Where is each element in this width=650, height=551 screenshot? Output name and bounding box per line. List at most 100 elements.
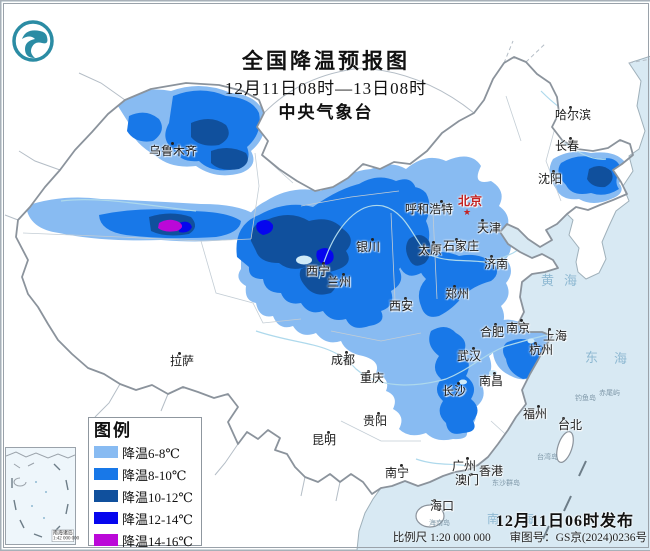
city-dot bbox=[493, 372, 496, 375]
legend-item: 降温10-12℃ bbox=[94, 485, 201, 507]
island-label: 海南岛 bbox=[429, 519, 450, 527]
city-label: 长沙 bbox=[441, 384, 467, 398]
inset-scale: 1:42 000 000 bbox=[52, 535, 80, 541]
legend-title: 图例 bbox=[94, 421, 132, 440]
capital-star-icon: ★ bbox=[463, 207, 472, 217]
legend-label: 降温12-14℃ bbox=[122, 511, 193, 527]
page-title: 全国降温预报图 bbox=[242, 49, 410, 73]
city-label: 昆明 bbox=[311, 433, 337, 447]
city-dot bbox=[322, 262, 325, 265]
islands bbox=[415, 431, 574, 528]
south-china-sea-inset: 南海诸岛 1:42 000 000 bbox=[5, 447, 80, 545]
city-dot bbox=[432, 241, 435, 244]
sea-label: 黄 bbox=[541, 273, 555, 288]
legend-item: 降温14-16℃ bbox=[94, 529, 201, 550]
city-label: 石家庄 bbox=[442, 239, 480, 253]
city-label: 合肥 bbox=[479, 325, 505, 339]
scale-label: 比例尺 1:20 000 000 bbox=[392, 532, 491, 544]
dash-line bbox=[542, 460, 587, 540]
city-dot bbox=[470, 473, 473, 476]
neighbor-borders bbox=[4, 40, 650, 502]
city-dot bbox=[562, 417, 565, 420]
inset-name: 南海诸岛 bbox=[52, 530, 73, 536]
city-dot bbox=[171, 142, 174, 145]
sea-label: 南 bbox=[487, 512, 500, 526]
map-scale-line: 比例尺 1:20 000 000 审图号：GS京(2024)0236号 bbox=[393, 529, 647, 545]
legend-item: 降温6-8℃ bbox=[94, 441, 201, 463]
city-dot bbox=[520, 319, 523, 322]
cma-logo-icon bbox=[12, 20, 54, 62]
legend-box: 图例 降温6-8℃ 降温8-10℃ 降温10-12℃ 降温12-14℃ 降温14-16℃ bbox=[88, 417, 202, 549]
island-label: 东沙群岛 bbox=[492, 479, 520, 487]
city-label: 天津 bbox=[476, 221, 502, 235]
city-dot bbox=[367, 370, 370, 373]
city-label: 长春 bbox=[554, 139, 580, 153]
city-dot bbox=[178, 352, 181, 355]
city-label: 西安 bbox=[388, 299, 414, 313]
sea-label: 海 bbox=[614, 351, 628, 366]
city-dot bbox=[457, 382, 460, 385]
city-dot bbox=[490, 255, 493, 258]
legend-swatch bbox=[94, 512, 118, 524]
city-dot bbox=[371, 238, 374, 241]
city-label: 南京 bbox=[505, 321, 531, 335]
city-dot bbox=[569, 106, 572, 109]
island-label: 赤尾屿 bbox=[599, 389, 620, 397]
city-label: 乌鲁木齐 bbox=[148, 144, 198, 158]
rivers bbox=[60, 90, 607, 467]
city-label: 贵阳 bbox=[362, 414, 388, 428]
city-dot bbox=[433, 499, 436, 502]
sea-label: 东 bbox=[585, 350, 599, 365]
city-dot bbox=[455, 238, 458, 241]
city-dot bbox=[481, 466, 484, 469]
city-label: 台北 bbox=[557, 418, 583, 432]
island-label: 钓鱼岛 bbox=[575, 394, 596, 402]
legend-swatch bbox=[94, 490, 118, 502]
legend-swatch bbox=[94, 446, 118, 458]
city-dot bbox=[552, 170, 555, 173]
city-dot bbox=[548, 328, 551, 331]
city-label: 武汉 bbox=[456, 349, 482, 363]
legend-label: 降温10-12℃ bbox=[122, 489, 193, 505]
city-dot bbox=[569, 137, 572, 140]
city-dot bbox=[345, 351, 348, 354]
city-label: 广州 bbox=[451, 459, 477, 473]
release-time: 12月11日06时发布 bbox=[495, 513, 634, 530]
city-dot bbox=[494, 323, 497, 326]
china-boundary bbox=[15, 56, 634, 495]
legend-item: 降温8-10℃ bbox=[94, 463, 201, 485]
city-label: 济南 bbox=[483, 257, 509, 271]
city-dot bbox=[537, 405, 540, 408]
city-label: 香港 bbox=[478, 464, 504, 478]
forecast-period: 12月11日08时—13日08时 bbox=[224, 79, 428, 98]
city-dot bbox=[327, 431, 330, 434]
city-dot bbox=[377, 412, 380, 415]
agency-name: 中央气象台 bbox=[278, 103, 374, 122]
city-dot bbox=[453, 285, 456, 288]
legend-label: 降温8-10℃ bbox=[122, 467, 187, 483]
city-label: 沈阳 bbox=[537, 172, 563, 186]
city-label: 福州 bbox=[522, 407, 548, 421]
city-dot bbox=[400, 464, 403, 467]
approval-number: 审图号：GS京(2024)0236号 bbox=[509, 532, 647, 544]
city-dot bbox=[534, 342, 537, 345]
city-label: 兰州 bbox=[326, 275, 352, 289]
inset-caption: 南海诸岛 1:42 000 000 bbox=[51, 529, 80, 542]
city-label: 重庆 bbox=[359, 371, 385, 385]
city-dot bbox=[466, 457, 469, 460]
city-label: 郑州 bbox=[444, 287, 470, 301]
city-label: 南宁 bbox=[384, 466, 410, 480]
city-label: 拉萨 bbox=[169, 354, 195, 368]
city-label: 北京 bbox=[457, 194, 483, 208]
city-label: 呼和浩特 bbox=[404, 202, 454, 216]
city-label: 成都 bbox=[330, 353, 356, 367]
city-dot bbox=[404, 297, 407, 300]
city-label: 杭州 bbox=[528, 343, 554, 357]
legend-swatch bbox=[94, 534, 118, 546]
city-label: 西宁 bbox=[305, 264, 331, 278]
city-label: 太原 bbox=[417, 243, 443, 257]
city-label: 银川 bbox=[355, 240, 381, 254]
city-dot bbox=[342, 273, 345, 276]
city-label: 澳门 bbox=[454, 473, 480, 487]
